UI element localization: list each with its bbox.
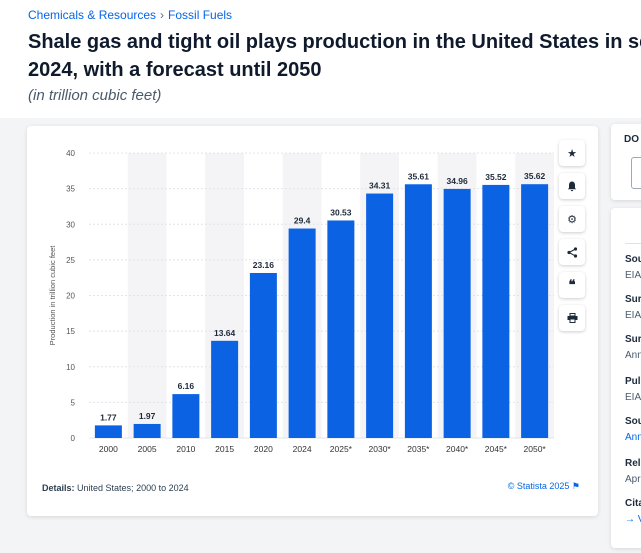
bar-value-label: 34.96 bbox=[446, 176, 468, 186]
breadcrumb: Chemicals & Resources › Fossil Fuels bbox=[28, 8, 232, 22]
y-tick-label: 25 bbox=[66, 256, 75, 265]
page-subtitle: (in trillion cubic feet) bbox=[28, 87, 162, 104]
publisher-label: Pul bbox=[625, 376, 641, 387]
survey-period-label: Sur bbox=[625, 334, 641, 345]
bar-value-label: 6.16 bbox=[178, 381, 195, 391]
chart-details: Details: United States; 2000 to 2024 bbox=[42, 483, 189, 493]
survey-label: Sur bbox=[625, 294, 641, 305]
chart-card: 0 5 10 15 20 25 30 35 40 Production in trillion c… bbox=[27, 126, 598, 516]
chart-toolbar: ★ ⚙ ❝ bbox=[559, 140, 585, 338]
y-tick-label: 10 bbox=[66, 363, 75, 372]
source-value: EIA bbox=[625, 270, 641, 281]
download-option-button[interactable] bbox=[631, 157, 641, 189]
survey-value: EIA bbox=[625, 310, 641, 321]
y-tick-label: 30 bbox=[66, 220, 75, 229]
bar bbox=[482, 184, 510, 438]
bar-value-label: 1.77 bbox=[100, 412, 117, 422]
bar bbox=[94, 425, 122, 438]
bar bbox=[404, 184, 432, 438]
print-button[interactable] bbox=[559, 305, 585, 331]
source-detail-label: Sou bbox=[625, 416, 641, 427]
cite-button[interactable]: ❝ bbox=[559, 272, 585, 298]
y-tick-label: 5 bbox=[71, 398, 76, 407]
release-value: Apr bbox=[625, 474, 641, 485]
bar-value-label: 29.4 bbox=[294, 216, 311, 226]
bar-value-label: 35.52 bbox=[485, 172, 507, 182]
bar bbox=[211, 340, 239, 438]
breadcrumb-current-link[interactable]: Fossil Fuels bbox=[168, 8, 233, 22]
page-header bbox=[0, 0, 641, 118]
bar bbox=[172, 394, 200, 438]
source-label: Sou bbox=[625, 254, 641, 265]
bar-value-label: 23.16 bbox=[253, 260, 275, 270]
bar bbox=[443, 188, 471, 438]
share-icon bbox=[566, 246, 577, 258]
share-button[interactable] bbox=[559, 239, 585, 265]
bar bbox=[366, 193, 394, 438]
source-detail-link[interactable]: Ann bbox=[625, 432, 641, 443]
bar bbox=[521, 184, 549, 438]
y-tick-label: 40 bbox=[66, 149, 75, 158]
x-tick-label: 2030* bbox=[369, 444, 392, 454]
survey-period-value: Ann bbox=[625, 350, 641, 361]
x-tick-label: 2040* bbox=[446, 444, 469, 454]
flag-icon: ⚑ bbox=[571, 481, 580, 491]
x-tick-label: 2005 bbox=[138, 444, 157, 454]
print-icon bbox=[567, 313, 577, 323]
x-tick-label: 2010 bbox=[176, 444, 195, 454]
bar-value-label: 30.53 bbox=[330, 207, 352, 217]
bar bbox=[327, 220, 355, 438]
citation-link[interactable]: → V bbox=[625, 514, 641, 525]
x-tick-label: 2045* bbox=[485, 444, 508, 454]
page-title: Shale gas and tight oil plays production… bbox=[28, 28, 641, 84]
bar-value-label: 35.62 bbox=[524, 171, 546, 181]
bar bbox=[249, 272, 277, 438]
source-info-panel: Sou EIA Sur EIA Sur Ann Pul EIA Sou Ann … bbox=[611, 208, 641, 548]
y-tick-label: 0 bbox=[71, 434, 76, 443]
bar-value-label: 34.31 bbox=[369, 181, 391, 191]
y-tick-label: 15 bbox=[66, 327, 75, 336]
settings-button[interactable]: ⚙ bbox=[559, 206, 585, 232]
divider bbox=[625, 243, 641, 244]
download-heading: DO bbox=[624, 134, 639, 145]
download-panel: DO bbox=[611, 124, 641, 200]
credit-text: © Statista 2025 bbox=[507, 481, 570, 491]
x-tick-label: 2035* bbox=[407, 444, 430, 454]
x-tick-label: 2050* bbox=[524, 444, 547, 454]
x-tick-label: 2024 bbox=[293, 444, 312, 454]
publisher-value: EIA bbox=[625, 392, 641, 403]
page-title-line-1: Shale gas and tight oil plays production… bbox=[28, 31, 641, 53]
gear-icon: ⚙ bbox=[567, 213, 577, 226]
bar-value-label: 35.61 bbox=[408, 171, 430, 181]
x-tick-label: 2000 bbox=[99, 444, 118, 454]
breadcrumb-separator: › bbox=[160, 8, 165, 22]
notification-button[interactable] bbox=[559, 173, 585, 199]
y-tick-label: 35 bbox=[66, 185, 75, 194]
bar bbox=[288, 228, 316, 438]
y-tick-label: 20 bbox=[66, 292, 75, 301]
release-label: Rel bbox=[625, 458, 641, 469]
bell-icon bbox=[567, 181, 577, 191]
x-tick-label: 2020 bbox=[254, 444, 273, 454]
star-icon: ★ bbox=[567, 147, 577, 160]
citation-label: Cita bbox=[625, 498, 641, 509]
statista-credit-link[interactable]: © Statista 2025 ⚑ bbox=[508, 481, 580, 492]
quote-icon: ❝ bbox=[568, 277, 576, 292]
details-label: Details: bbox=[42, 483, 75, 493]
bar-value-label: 1.97 bbox=[139, 411, 156, 421]
bar-value-label: 13.64 bbox=[214, 328, 236, 338]
breadcrumb-parent-link[interactable]: Chemicals & Resources bbox=[28, 8, 157, 22]
bar bbox=[133, 423, 161, 438]
x-tick-label: 2025* bbox=[330, 444, 353, 454]
y-axis-label: Production in trillion cubic feet bbox=[48, 245, 57, 346]
bar-chart: 0 5 10 15 20 25 30 35 40 Production in trillion c… bbox=[48, 149, 554, 454]
x-tick-label: 2015 bbox=[215, 444, 234, 454]
favorite-button[interactable]: ★ bbox=[559, 140, 585, 166]
details-text: United States; 2000 to 2024 bbox=[77, 483, 189, 493]
page-title-line-2: 2024, with a forecast until 2050 bbox=[28, 59, 322, 81]
